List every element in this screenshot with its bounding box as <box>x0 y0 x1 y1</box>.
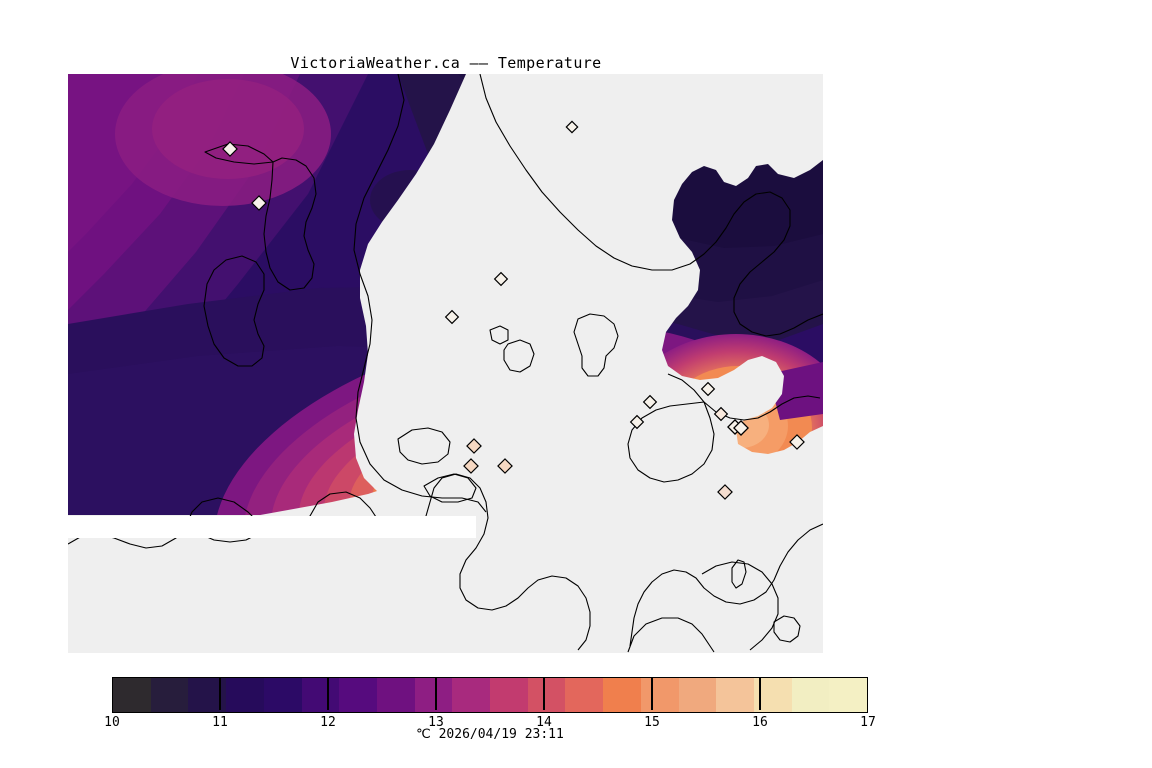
colorbar-tick-label: 11 <box>212 715 228 730</box>
colorbar-swatch <box>113 678 151 712</box>
colorbar-major-tick <box>435 677 437 710</box>
field-bottom-mask <box>68 516 476 538</box>
colorbar-major-tick <box>651 677 653 710</box>
coastline-small-island-a <box>397 427 451 465</box>
coastline-peninsula <box>353 74 487 513</box>
coastline-islet-d <box>731 559 747 589</box>
colorbar-gradient[interactable] <box>112 677 868 713</box>
map-panel[interactable] <box>68 74 823 653</box>
coastline-southeast-islet <box>773 615 801 643</box>
colorbar-tick-label: 15 <box>644 715 660 730</box>
colorbar-swatch <box>150 678 189 712</box>
coastline-south-east <box>667 373 821 421</box>
map-canvas[interactable] <box>68 74 823 653</box>
colorbar-tick-label: 13 <box>428 715 444 730</box>
colorbar[interactable]: 10 11 12 13 14 15 16 17 <box>104 677 876 730</box>
coastline-south-island-mid <box>423 473 477 503</box>
coastline-bay-hook <box>627 401 715 483</box>
coastline-south-east-block <box>627 617 715 653</box>
colorbar-units-timestamp: ℃ 2026/04/19 23:11 <box>416 727 564 742</box>
colorbar-tick-label: 16 <box>752 715 768 730</box>
colorbar-swatch <box>414 678 453 712</box>
colorbar-swatch <box>565 678 604 712</box>
temperature-contour-field <box>68 74 823 515</box>
colorbar-swatch <box>527 678 566 712</box>
coastline-east-mainland <box>479 74 823 337</box>
colorbar-swatch <box>791 678 830 712</box>
colorbar-tick-label: 10 <box>104 715 120 730</box>
coastline-islet-e <box>489 325 509 345</box>
colorbar-swatch <box>678 678 717 712</box>
colorbar-major-tick <box>327 677 329 710</box>
colorbar-swatch <box>490 678 528 712</box>
colorbar-swatch <box>301 678 340 712</box>
colorbar-major-tick <box>759 677 761 710</box>
colorbar-major-tick <box>219 677 221 710</box>
colorbar-swatch <box>716 678 754 712</box>
coastline-small-island-c <box>503 339 535 373</box>
coastline-southeast-coast <box>629 523 823 647</box>
page-title: VictoriaWeather.ca —— Temperature <box>290 54 602 72</box>
colorbar-swatch <box>452 678 491 712</box>
colorbar-tick-label: 17 <box>860 715 876 730</box>
colorbar-tick-label: 14 <box>536 715 552 730</box>
coastline-island-main <box>203 255 265 367</box>
colorbar-swatch <box>226 678 264 712</box>
colorbar-major-tick <box>543 677 545 710</box>
coastline-small-island-b <box>573 313 619 377</box>
coastline-strait <box>263 157 317 291</box>
colorbar-tick-label: 12 <box>320 715 336 730</box>
coastline-southeast-peninsula <box>701 561 779 651</box>
colorbar-swatch <box>376 678 415 712</box>
colorbar-swatch <box>829 678 868 712</box>
colorbar-swatch <box>263 678 302 712</box>
colorbar-swatch <box>603 678 641 712</box>
colorbar-swatch <box>339 678 377 712</box>
colorbar-swatch <box>640 678 679 712</box>
